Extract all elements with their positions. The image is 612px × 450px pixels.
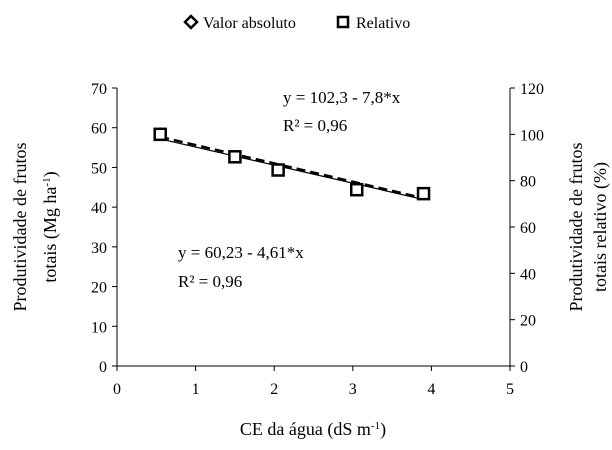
- right-y-tick-label: 40: [520, 266, 536, 283]
- data-point-relative: [271, 163, 285, 177]
- trendline-relative: [160, 138, 424, 201]
- x-tick-label: 5: [506, 381, 514, 398]
- right-y-axis-title-line1: Produtividade de frutos: [566, 143, 586, 312]
- left-y-tick-label: 40: [91, 200, 107, 217]
- data-point-relative: [416, 186, 431, 201]
- x-tick-label: 4: [427, 381, 435, 398]
- x-tick-label: 3: [349, 381, 357, 398]
- left-y-tick-label: 30: [91, 240, 107, 257]
- equation-relative: y = 102,3 - 7,8*x: [283, 88, 401, 107]
- right-y-tick-label: 0: [520, 359, 528, 376]
- legend-square-marker: [336, 15, 350, 29]
- left-y-tick-label: 50: [91, 160, 107, 177]
- x-tick-label: 2: [270, 381, 278, 398]
- x-axis-title: CE da água (dS m-1): [240, 419, 386, 440]
- left-y-tick-label: 70: [91, 81, 107, 98]
- right-y-tick-label: 100: [520, 127, 544, 144]
- left-y-tick-label: 60: [91, 121, 107, 138]
- left-y-tick-label: 10: [91, 319, 107, 336]
- right-y-tick-label: 60: [520, 220, 536, 237]
- data-point-relative: [349, 182, 364, 197]
- legend-label-absolute: Valor absoluto: [203, 15, 296, 32]
- legend: Valor absoluto Relativo: [183, 14, 410, 32]
- trendlines: [159, 135, 424, 201]
- r2-absolute: R² = 0,96: [178, 272, 242, 291]
- right-y-tick-label: 120: [520, 81, 544, 98]
- legend-label-relative: Relativo: [356, 15, 410, 32]
- data-points: [153, 127, 431, 201]
- right-y-axis-title-line2: totais relativo (%): [590, 162, 611, 292]
- x-tick-label: 0: [113, 381, 121, 398]
- x-tick-label: 1: [192, 381, 200, 398]
- left-y-tick-label: 0: [99, 359, 107, 376]
- data-point-relative: [153, 127, 167, 142]
- trendline-absolute: [159, 135, 424, 200]
- legend-diamond-marker: [183, 14, 199, 30]
- left-y-axis-title-line1: Produtividade de frutos: [10, 143, 30, 312]
- right-y-tick-label: 20: [520, 313, 536, 330]
- left-y-tick-label: 20: [91, 280, 107, 297]
- left-y-axis-title-line2: totais (Mg ha-1): [40, 171, 61, 282]
- equation-absolute: y = 60,23 - 4,61*x: [178, 243, 304, 262]
- right-y-tick-label: 80: [520, 174, 536, 191]
- r2-relative: R² = 0,96: [283, 116, 347, 135]
- data-point-relative: [228, 150, 242, 164]
